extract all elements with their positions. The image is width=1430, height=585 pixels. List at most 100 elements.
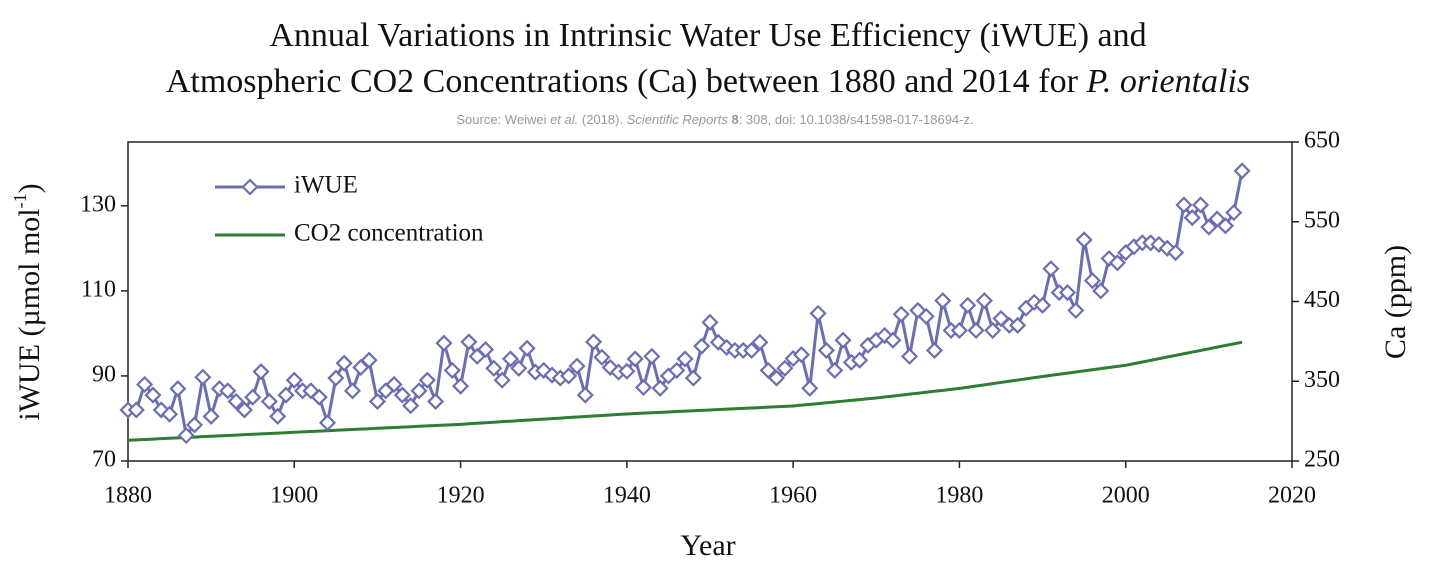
data-point: [285, 371, 303, 389]
legend-label: iWUE: [294, 172, 358, 199]
data-point: [443, 361, 461, 379]
data-point: [668, 361, 686, 379]
data-point: [136, 375, 154, 393]
x-tick-label: 1940: [603, 483, 651, 509]
data-point: [601, 358, 619, 376]
y-tick-label: 90: [92, 361, 116, 387]
data-point: [568, 357, 586, 375]
legend-marker: [241, 178, 259, 196]
x-tick-label: 1880: [104, 483, 152, 509]
data-point: [876, 326, 894, 345]
data-point: [950, 321, 968, 339]
data-point: [410, 382, 428, 400]
data-point: [1083, 272, 1102, 290]
y2-tick-label: 650: [1304, 128, 1340, 154]
data-point: [1108, 254, 1126, 272]
data-point: [792, 346, 811, 364]
data-point: [177, 426, 195, 445]
data-point: [435, 334, 453, 352]
data-point: [925, 341, 944, 359]
y-tick-label: 70: [92, 447, 116, 473]
legend-label: CO2 concentration: [294, 220, 484, 247]
data-point: [917, 307, 935, 325]
source: Source: Weiwei et al. (2018). Scientific…: [456, 112, 973, 127]
data-point: [402, 397, 420, 415]
data-point: [501, 350, 520, 368]
data-point: [1075, 231, 1093, 249]
y2-tick-label: 450: [1304, 287, 1340, 313]
source-part: Source: Weiwei: [456, 112, 550, 127]
data-point: [318, 414, 337, 432]
data-point: [202, 407, 220, 425]
data-point: [1167, 244, 1185, 262]
data-point: [834, 331, 852, 349]
source-part: 8: [728, 112, 739, 127]
y-axis-label: iWUE (µmol mol-1): [10, 183, 46, 420]
x-tick-label: 1980: [935, 483, 983, 509]
data-point: [144, 386, 162, 404]
data-point: [1225, 204, 1243, 222]
y-label-text: iWUE (µmol mol: [13, 208, 46, 420]
data-point: [1158, 239, 1176, 257]
data-point: [884, 331, 902, 349]
data-point: [776, 359, 794, 377]
data-point: [651, 379, 669, 397]
data-point: [169, 380, 187, 398]
data-point: [335, 354, 353, 372]
data-point: [452, 377, 470, 395]
data-point: [252, 363, 270, 381]
data-point: [510, 359, 528, 377]
x-tick-label: 1920: [437, 483, 485, 509]
y2-axis-label: Ca (ppm): [1379, 245, 1412, 359]
data-point: [235, 401, 253, 419]
data-point: [900, 347, 919, 365]
data-point: [560, 367, 578, 385]
data-point: [576, 386, 594, 404]
data-point: [643, 347, 661, 365]
data-point: [751, 333, 769, 351]
data-point: [360, 351, 378, 369]
data-point: [161, 405, 179, 423]
data-point: [493, 371, 511, 389]
data-point: [826, 361, 844, 379]
data-point: [1175, 196, 1193, 214]
data-point: [934, 292, 952, 310]
data-point: [418, 371, 436, 389]
title-text: Atmospheric CO2 Concentrations (Ca) betw…: [166, 63, 1079, 100]
data-point: [693, 337, 711, 355]
data-point: [676, 350, 694, 368]
y2-tick-label: 550: [1304, 207, 1340, 233]
data-point: [476, 341, 495, 359]
data-point: [809, 304, 827, 322]
data-point: [684, 369, 702, 387]
data-point: [984, 321, 1002, 339]
y-tick-label: 130: [80, 191, 116, 217]
data-point: [767, 369, 786, 387]
data-point: [626, 350, 644, 368]
data-point: [1216, 217, 1235, 235]
data-point: [277, 386, 295, 404]
data-point: [460, 333, 478, 351]
data-point: [718, 338, 736, 356]
data-point: [385, 375, 403, 393]
data-point: [618, 362, 636, 380]
source-part: et al.: [550, 112, 578, 127]
data-point: [1183, 209, 1201, 227]
data-point: [185, 416, 204, 434]
data-point: [1100, 249, 1118, 268]
source-part: (2018).: [578, 112, 626, 127]
data-point: [219, 382, 237, 400]
x-tick-label: 2000: [1102, 483, 1150, 509]
data-point: [817, 341, 835, 359]
x-axis-label: Year: [680, 529, 735, 562]
y-tick-label: 110: [81, 276, 116, 302]
data-point: [1191, 196, 1210, 214]
data-point: [1009, 316, 1027, 334]
data-point: [634, 378, 653, 396]
data-point: [260, 392, 278, 411]
data-point: [310, 388, 328, 406]
series-line: [127, 340, 1243, 442]
data-point: [427, 392, 445, 411]
data-point: [1067, 301, 1085, 319]
data-point: [227, 392, 245, 411]
